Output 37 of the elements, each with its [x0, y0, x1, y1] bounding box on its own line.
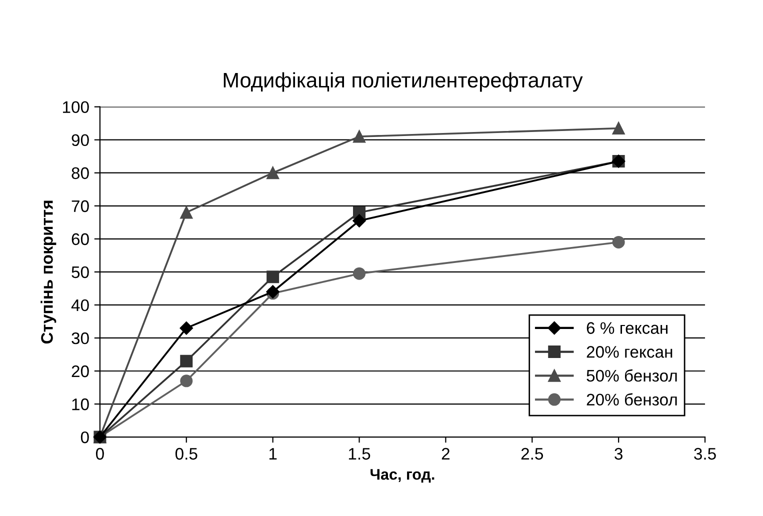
point	[180, 321, 193, 335]
point	[352, 214, 366, 228]
point	[180, 206, 193, 219]
y-tick-label: 90	[72, 134, 89, 146]
y-tick-label: 40	[71, 299, 89, 312]
y-tick-label: 100	[63, 101, 89, 114]
legend-label: 20% гексан	[586, 346, 672, 358]
x-tick-label: 3	[614, 448, 622, 460]
x-tick-label: 1	[269, 448, 277, 460]
x-tick-label: 0.5	[175, 448, 198, 460]
legend-label: 50% бензол	[586, 369, 677, 382]
y-tick-label: 10	[72, 398, 89, 410]
x-tick-label: 2	[442, 448, 450, 460]
y-tick-label: 30	[72, 332, 89, 344]
y-tick-label: 20	[72, 365, 89, 378]
point	[612, 236, 625, 248]
point	[266, 270, 280, 284]
y-axis-title: Ступінь покриття	[40, 200, 56, 344]
y-tick-label: 0	[80, 431, 89, 444]
point	[353, 267, 366, 280]
x-axis-title: Час, год.	[370, 469, 434, 483]
chart-title: Модифікація поліетилентерефталату	[224, 72, 583, 92]
point	[180, 374, 193, 388]
y-tick-label: 70	[72, 200, 89, 212]
legend-label: 6 % гексан	[586, 322, 668, 334]
x-tick-label: 0	[96, 448, 104, 460]
y-tick-label: 60	[72, 233, 89, 246]
point	[612, 122, 625, 135]
y-tick-label: 50	[72, 266, 89, 278]
x-tick-label: 3.5	[694, 448, 716, 460]
y-tick-label: 80	[72, 167, 89, 180]
point	[353, 130, 366, 143]
legend-label: 20% бензол	[586, 393, 677, 406]
point	[180, 354, 193, 368]
point	[266, 166, 280, 180]
x-tick-label: 2.5	[521, 448, 544, 460]
x-tick-label: 1.5	[348, 448, 370, 460]
